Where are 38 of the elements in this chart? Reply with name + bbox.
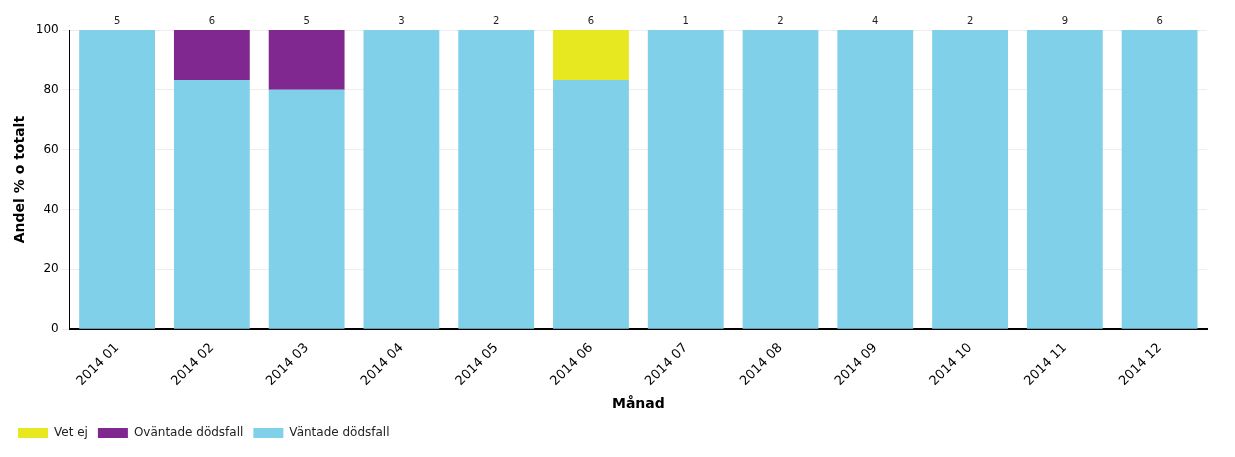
bar [173,79,250,329]
annotation: 6 [587,14,595,26]
bar [268,30,345,90]
annotation: 6 [1156,14,1163,26]
annotation: 3 [398,14,405,26]
bar [173,30,250,80]
y-tick-label: 20 [43,261,59,276]
bar [837,30,914,329]
legend-label: Väntade dödsfall [289,425,390,440]
bar [553,30,629,80]
legend-label: Vet ej [54,425,88,440]
x-axis-title: Månad [611,395,665,412]
y-tick-label: 0 [51,321,59,336]
bar [363,30,440,329]
legend-label: Oväntade dödsfall [133,425,244,440]
annotation: 9 [1061,14,1069,26]
bar [458,30,535,329]
bar [1026,30,1103,329]
annotation: 1 [682,14,689,26]
annotation: 5 [113,14,121,26]
bar [1121,30,1198,329]
annotation: 4 [872,14,879,26]
bar [742,30,819,329]
bar [647,30,724,329]
y-axis-title: Andel % o totalt [11,115,28,244]
bar [932,30,1008,329]
annotation: 5 [303,14,310,26]
annotation: 6 [208,14,216,26]
bar [268,89,345,329]
bar [553,79,629,329]
y-tick-label: 40 [43,201,59,216]
y-tick-label: 100 [35,22,59,37]
annotation: 2 [493,14,500,26]
y-tick-label: 60 [43,141,59,156]
bar [79,30,155,329]
y-tick-label: 80 [43,81,59,96]
annotation: 2 [777,14,784,26]
annotation: 2 [966,14,974,26]
